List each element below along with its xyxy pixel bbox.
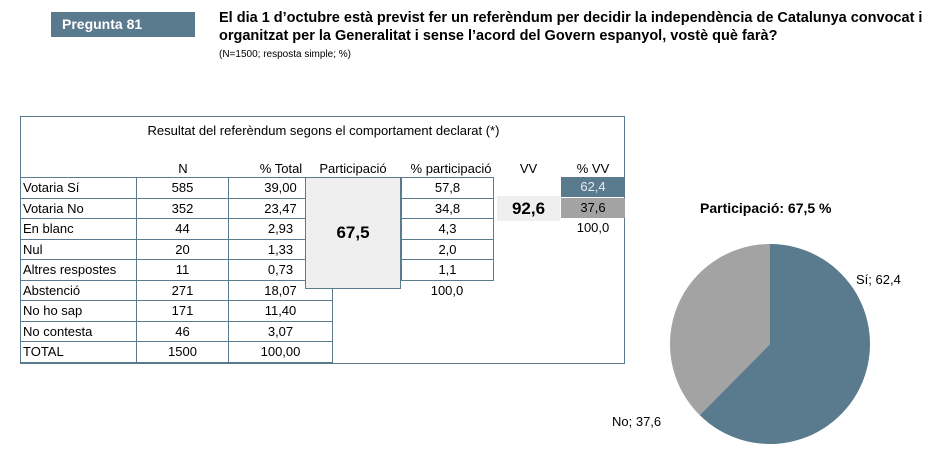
row-label: Altres respostes xyxy=(20,259,137,281)
row-n: 352 xyxy=(136,197,229,219)
pct-participacio-cell: 1,1 xyxy=(401,259,494,281)
pct-vv-si: 62,4 xyxy=(561,177,625,197)
header-pct-vv: % VV xyxy=(576,161,610,176)
participacio-value: 67,5 xyxy=(305,177,401,289)
participacio-table: 57,8 34,8 4,3 2,0 1,1 xyxy=(401,177,494,281)
row-n: 20 xyxy=(136,238,229,260)
question-text: El dia 1 d’octubre està previst fer un r… xyxy=(219,10,923,44)
header-pct-participacio: % participació xyxy=(410,161,492,176)
row-n: 11 xyxy=(136,259,229,281)
row-n: 46 xyxy=(136,320,229,342)
row-label: TOTAL xyxy=(20,341,137,363)
pie-slice-si xyxy=(699,244,870,444)
row-pct: 100,00 xyxy=(228,341,333,363)
row-label: Votaria Sí xyxy=(20,177,137,199)
vv-value: 92,6 xyxy=(497,196,560,221)
header-n: N xyxy=(178,161,188,176)
row-pct: 11,40 xyxy=(228,300,333,322)
table-row: Altres respostes 11 0,73 xyxy=(20,259,333,281)
results-table: Votaria Sí 585 39,00 Votaria No 352 23,4… xyxy=(20,177,333,363)
row-n: 1500 xyxy=(136,341,229,363)
pct-participacio-cell: 4,3 xyxy=(401,218,494,240)
row-n: 44 xyxy=(136,218,229,240)
header-vv: VV xyxy=(519,161,538,176)
row-n: 271 xyxy=(136,279,229,301)
pie-slice-no xyxy=(670,244,770,416)
table-row: Votaria Sí 585 39,00 xyxy=(20,177,333,199)
pct-vv-total: 100,0 xyxy=(576,220,610,235)
table-row: En blanc 44 2,93 xyxy=(20,218,333,240)
pct-participacio-cell: 57,8 xyxy=(401,177,494,199)
row-n: 585 xyxy=(136,177,229,199)
pie-chart xyxy=(670,244,870,444)
table-row: Votaria No 352 23,47 xyxy=(20,197,333,219)
table-title: Resultat del referèndum segons el compor… xyxy=(147,123,500,138)
table-row: Nul 20 1,33 xyxy=(20,238,333,260)
row-pct: 3,07 xyxy=(228,320,333,342)
question-number-badge: Pregunta 81 xyxy=(51,12,195,37)
table-row: No contesta 46 3,07 xyxy=(20,320,333,342)
pie-label-si: Sí; 62,4 xyxy=(856,272,901,287)
pct-participacio-cell: 2,0 xyxy=(401,238,494,260)
header-pct-total: % Total xyxy=(259,161,303,176)
table-row-total: TOTAL 1500 100,00 xyxy=(20,341,333,363)
row-label: Nul xyxy=(20,238,137,260)
pct-vv-no: 37,6 xyxy=(561,198,625,218)
table-row: No ho sap 171 11,40 xyxy=(20,300,333,322)
row-n: 171 xyxy=(136,300,229,322)
pct-participacio-cell: 34,8 xyxy=(401,197,494,219)
pie-title: Participació: 67,5 % xyxy=(700,200,832,216)
row-label: No contesta xyxy=(20,320,137,342)
row-label: No ho sap xyxy=(20,300,137,322)
pie-label-no: No; 37,6 xyxy=(612,414,662,429)
table-row: Abstenció 271 18,07 xyxy=(20,279,333,301)
header-participacio: Participació xyxy=(319,161,387,176)
pct-participacio-total: 100,0 xyxy=(430,283,464,298)
sample-note: (N=1500; resposta simple; %) xyxy=(219,49,352,60)
row-label: Abstenció xyxy=(20,279,137,301)
row-label: Votaria No xyxy=(20,197,137,219)
row-label: En blanc xyxy=(20,218,137,240)
